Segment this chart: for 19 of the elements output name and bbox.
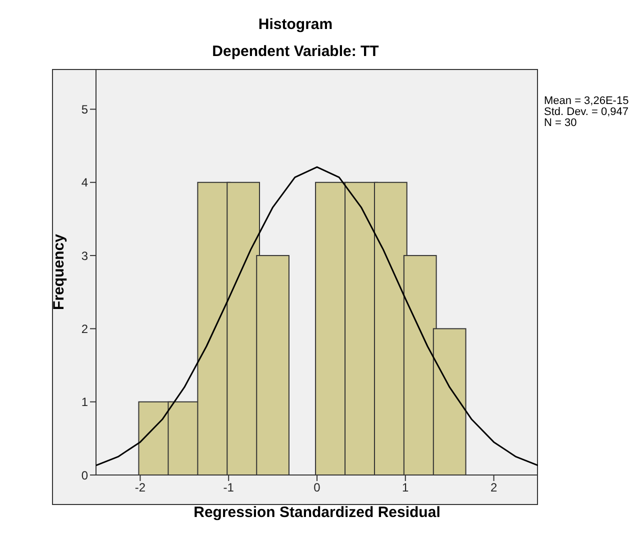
text: Std. Dev. = 0,947 <box>544 106 629 118</box>
x-tick-label: -2 <box>134 480 146 495</box>
y-tick-label: 4 <box>81 176 88 190</box>
y-axis-title: Frequency <box>50 233 68 310</box>
chart-subtitle: Dependent Variable: TT <box>211 43 380 60</box>
x-tick-label: 0 <box>314 480 321 495</box>
line-series <box>96 166 538 466</box>
text: N = 30 <box>544 117 578 129</box>
y-tick-label: 0 <box>81 468 88 482</box>
x-tick-label: 1 <box>402 480 410 495</box>
y-tick-label: 3 <box>81 248 88 263</box>
x-axis-title: Regression Standardized Residual <box>194 504 440 521</box>
chart-title: Histogram <box>257 16 334 33</box>
x-tick-label: -1 <box>223 480 234 495</box>
y-tick-label: 1 <box>81 395 88 410</box>
x-tick-label: 2 <box>490 480 498 495</box>
y-tick-label: 5 <box>81 102 88 116</box>
y-tick-label: 2 <box>81 322 88 336</box>
text: Mean = 3,26E-15 <box>544 95 629 107</box>
